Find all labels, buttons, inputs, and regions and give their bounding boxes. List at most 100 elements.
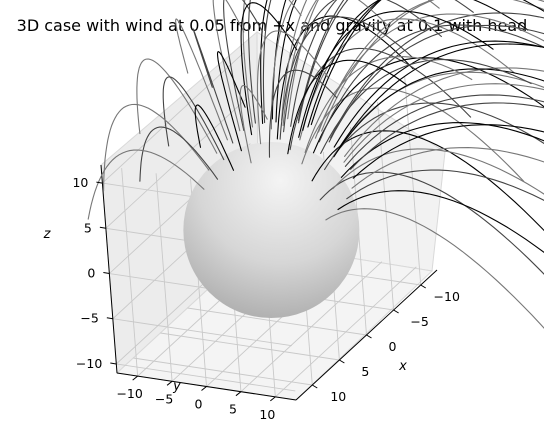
trajectory-63 [194,104,235,171]
trajectory-37 [332,148,544,195]
trajectory-25 [324,102,544,171]
trajectory-20 [281,0,308,121]
trajectory-55 [350,102,544,170]
z-tick-3 [99,226,106,229]
x-tick-label-1: −5 [410,314,428,329]
trajectories [87,0,544,329]
y-tick-2 [201,386,207,391]
trajectory-5 [242,0,302,128]
trajectory-3 [275,0,297,123]
y-tick-0 [132,375,138,381]
trajectory-56 [343,83,544,163]
y-tick-1 [166,380,173,386]
z-tick-label-0: −10 [76,356,102,371]
trajectory-30 [307,0,544,128]
y-tick-label-4: 10 [259,407,275,422]
trajectory-19 [297,0,345,121]
z-axis-label: z [43,227,52,242]
grid-left-y-1 [155,173,173,382]
trajectory-2 [282,0,440,126]
z-tick-1 [106,317,113,320]
grid-back-x-1 [377,101,395,311]
z-axis-line [100,164,118,374]
x-tick-label-0: −10 [434,289,460,304]
x-tick-4 [312,384,318,389]
trajectory-13 [212,0,245,132]
trajectory-51 [337,190,544,254]
trajectory-28 [330,12,544,139]
x-tick-label-2: 0 [389,339,397,354]
y-tick-label-1: −5 [155,391,173,406]
trajectory-35 [136,58,218,154]
trajectory-22 [223,0,263,131]
trajectory-50 [325,208,544,329]
trajectory-61 [268,69,338,158]
y-axis-label: y [172,379,181,394]
trajectory-41 [338,43,544,149]
trajectory-58 [320,59,532,154]
trajectory-33 [240,2,298,136]
trajectory-1 [283,0,442,133]
grid-floor-y-3 [240,261,383,393]
trajectory-60 [287,59,407,155]
trajectory-4 [262,0,272,124]
y-tick-label-0: −10 [116,386,142,401]
trajectory-57 [333,68,544,158]
x-tick-label-4: 10 [330,389,346,404]
z-tick-2 [103,272,110,275]
y-tick-4 [270,396,276,402]
trajectory-29 [321,0,544,132]
trajectory-54 [352,124,544,179]
y-tick-3 [235,391,242,397]
trajectory-31 [290,0,474,127]
y-tick-label-2: 0 [195,397,203,412]
x-tick-2 [366,334,372,339]
trajectory-18 [310,0,382,126]
x-tick-label-3: 5 [361,364,369,379]
trajectory-45 [279,16,413,140]
trajectory-21 [260,0,348,125]
y-ticks: −10 −5 0 5 10 [116,375,276,422]
z-tick-label-1: −5 [80,311,98,326]
x-tick-3 [339,359,345,364]
trajectory-9 [297,0,349,124]
grid-left-y-0 [121,168,139,377]
trajectory-47 [216,50,246,152]
x-tick-1 [393,309,399,314]
grid-back-x-0 [404,76,422,286]
grid-floor-y-4 [275,266,417,398]
trajectory-42 [328,24,544,143]
trajectory-44 [298,10,494,138]
trajectory-53 [351,147,544,189]
trajectory-27 [333,40,544,148]
trajectory-49 [103,103,210,192]
x-ticks: −10 −5 0 5 10 [312,284,460,404]
trajectory-39 [344,94,544,167]
z-tick-label-4: 10 [72,175,88,190]
trajectory-64 [139,126,219,182]
trajectory-52 [346,169,544,201]
z-tick-label-3: 5 [84,220,92,235]
chart-title: 3D case with wind at 0.05 from +x and gr… [17,16,528,35]
sphere-surface [183,142,360,319]
trajectory-48 [162,76,225,161]
trajectory-36 [319,171,544,275]
trajectory-62 [239,85,268,164]
x-tick-0 [420,284,426,289]
trajectory-65 [87,149,205,220]
trajectory-8 [302,0,529,131]
trajectory-10 [287,0,319,120]
z-tick-label-2: 0 [87,266,95,281]
trajectory-34 [192,28,234,144]
trajectory-23 [175,18,228,141]
trajectory-59 [304,56,473,153]
trajectory-46 [256,30,329,145]
sphere-disc [183,142,360,319]
trajectory-11 [271,0,287,120]
z-tick-0 [110,362,117,365]
trajectory-0 [276,15,414,140]
trajectory-32 [270,0,387,130]
y-tick-label-3: 5 [229,402,237,417]
trajectory-40 [344,67,544,157]
